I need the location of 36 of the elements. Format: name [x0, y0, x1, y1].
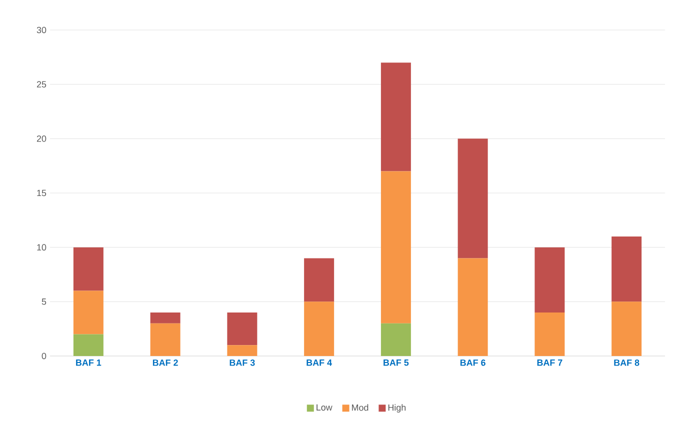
x-tick-label: BAF 8	[614, 360, 640, 366]
x-tick-label: BAF 1	[76, 360, 102, 366]
bar	[458, 258, 488, 356]
y-tick-label: 30	[36, 26, 46, 34]
bar	[458, 138, 488, 258]
bar	[534, 247, 565, 313]
y-tick-label: 10	[37, 244, 46, 251]
x-tick-label: BAF 3	[230, 360, 255, 366]
bar	[380, 171, 411, 324]
legend-label: Low	[316, 404, 332, 411]
x-tick-label: BAF 2	[152, 360, 178, 366]
bar	[73, 247, 104, 291]
bar	[150, 312, 180, 324]
bar	[304, 302, 334, 356]
y-tick-label: 0	[42, 352, 46, 360]
x-tick-label: BAF 7	[537, 360, 562, 366]
bar	[227, 345, 258, 356]
bar	[150, 323, 180, 356]
bar	[612, 236, 642, 302]
y-tick-label: 5	[42, 298, 46, 305]
x-tick-label: BAF 6	[460, 360, 486, 366]
bar	[380, 323, 411, 356]
x-tick-label: BAF 5	[384, 360, 409, 366]
y-tick-label: 15	[37, 190, 46, 196]
bar	[304, 258, 334, 302]
legend-label: Mod	[352, 404, 368, 411]
legend-label: High	[388, 404, 406, 413]
y-tick-label: 25	[36, 81, 46, 88]
bar	[227, 312, 258, 346]
bar	[612, 302, 642, 356]
y-tick-label: 20	[36, 135, 46, 142]
bar	[73, 290, 104, 334]
bar	[534, 312, 565, 356]
bar	[73, 334, 104, 356]
x-tick-label: BAF 4	[306, 360, 332, 366]
bar	[380, 62, 411, 172]
